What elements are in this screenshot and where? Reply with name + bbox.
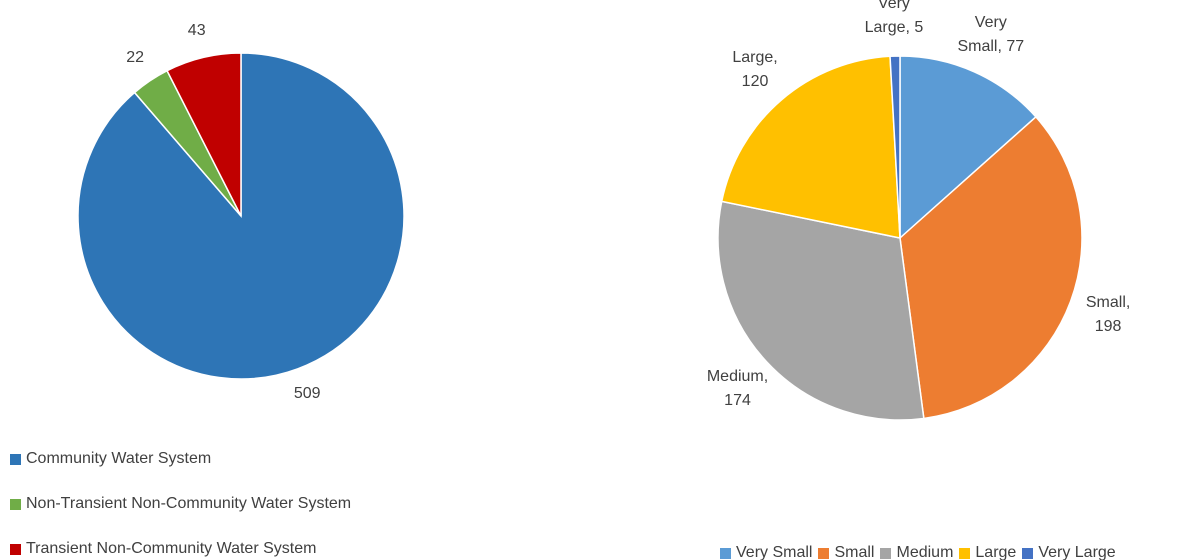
- pie-slice: [889, 55, 901, 239]
- legend-label: Large: [975, 544, 1017, 560]
- legend-item: Small: [818, 544, 874, 560]
- legend-swatch: [720, 547, 731, 559]
- legend-item: Non-Transient Non-Community Water System: [10, 495, 351, 513]
- data-label: Small, 198: [1085, 294, 1131, 336]
- legend-swatch: [10, 543, 21, 555]
- data-label: Very Large, 5: [864, 0, 924, 37]
- pie-slice: [899, 115, 1083, 420]
- legend-label: Community Water System: [26, 450, 212, 467]
- legend-label: Transient Non-Community Water System: [26, 540, 317, 557]
- data-label: 43: [187, 22, 206, 40]
- legend-label: Small: [834, 544, 875, 560]
- legend-label: Non-Transient Non-Community Water System: [26, 495, 352, 512]
- legend: Very Small Small Medium Large Very Large: [720, 544, 1122, 560]
- legend-swatch: [10, 453, 21, 465]
- legend-label: Very Large: [1038, 544, 1116, 560]
- legend-swatch: [1022, 547, 1034, 559]
- data-label: Very Small, 77: [957, 14, 1025, 56]
- pie-slice: [166, 52, 242, 217]
- legend-swatch: [10, 498, 21, 510]
- pie-slice: [899, 55, 1037, 240]
- pie-slice: [720, 55, 901, 239]
- legend-label: Very Small: [736, 544, 813, 560]
- legend-label: Medium: [896, 544, 954, 560]
- data-label: Large, 120: [732, 48, 778, 90]
- legend-item: Very Small: [720, 544, 812, 560]
- legend-item: Community Water System: [10, 450, 211, 468]
- data-label: 509: [293, 385, 321, 403]
- legend-swatch: [880, 547, 892, 559]
- legend-item: Large: [959, 544, 1016, 560]
- legend-item: Transient Non-Community Water System: [10, 540, 316, 558]
- legend-item: Very Large: [1022, 544, 1116, 560]
- pie-slice: [717, 200, 925, 421]
- data-label: Medium, 174: [706, 368, 769, 410]
- legend-swatch: [959, 547, 971, 559]
- legend-item: Medium: [880, 544, 953, 560]
- legend-swatch: [818, 547, 830, 559]
- data-label: 22: [126, 49, 145, 67]
